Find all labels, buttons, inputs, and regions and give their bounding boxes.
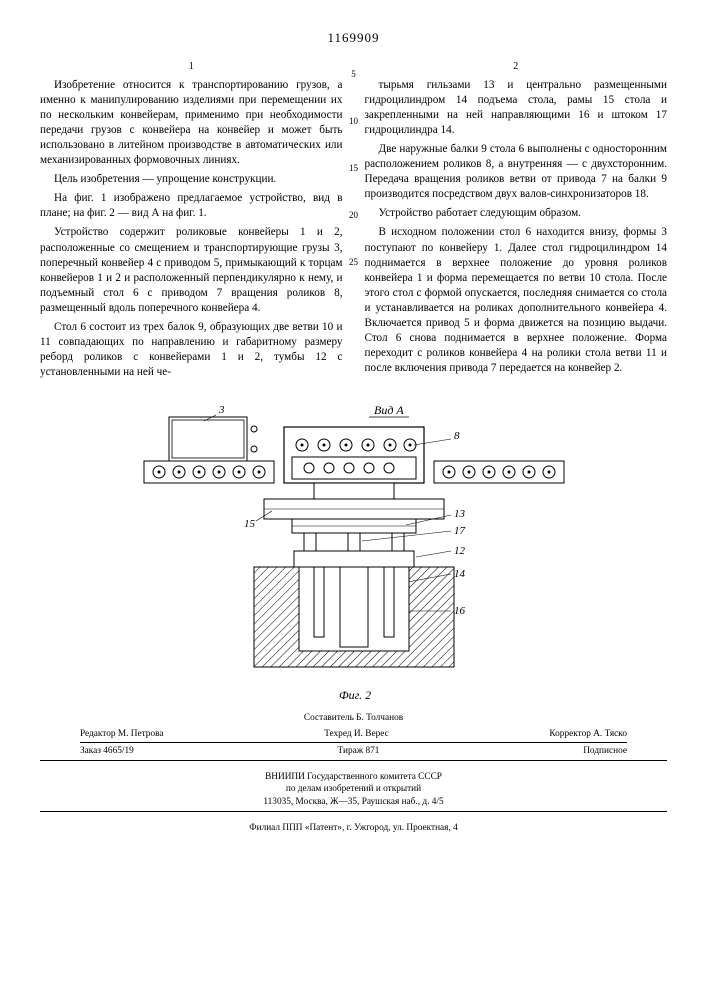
figure-caption: Фиг. 2 — [339, 688, 371, 702]
paragraph: Стол 6 состоит из трех балок 9, образующ… — [40, 320, 343, 380]
line-number-gutter: 5 10 15 20 25 — [344, 70, 364, 305]
column-mark-left: 1 — [40, 60, 343, 74]
right-column: 2 тырьмя гильзами 13 и центрально размещ… — [365, 60, 668, 385]
footer-block: Составитель Б. Толчанов Редактор М. Петр… — [40, 713, 667, 835]
patent-page: 1169909 5 10 15 20 25 1 Изобретение отно… — [0, 0, 707, 1000]
branch-footer: Филиал ППП «Патент», г. Ужгород, ул. Про… — [40, 822, 667, 835]
callout-14: 14 — [454, 568, 466, 580]
callout-17: 17 — [454, 525, 466, 537]
org-footer: ВНИИПИ Государственного комитета СССР по… — [40, 771, 667, 809]
callout-3: 3 — [218, 404, 225, 416]
paragraph: Две наружные балки 9 стола 6 выполнены с… — [365, 142, 668, 202]
callout-15: 15 — [244, 518, 256, 530]
callout-16: 16 — [454, 605, 466, 617]
callout-12: 12 — [454, 545, 466, 557]
figure-svg: Вид А 3 — [114, 399, 594, 709]
compiler-name: Б. Толчанов — [356, 713, 403, 723]
divider — [40, 760, 667, 761]
paragraph: Цель изобретения — упрощение конструкции… — [40, 172, 343, 187]
paragraph: Устройство работает следующим образом. — [365, 206, 668, 221]
figure-2: Вид А 3 — [40, 399, 667, 709]
credits-row: Редактор М. Петрова Техред И. Верес Корр… — [80, 729, 627, 743]
view-label: Вид А — [374, 403, 404, 417]
print-row: Заказ 4665/19 Тираж 871 Подписное — [80, 746, 627, 756]
paragraph: Устройство содержит роликовые конвейеры … — [40, 225, 343, 316]
divider — [40, 811, 667, 812]
paragraph: тырьмя гильзами 13 и центрально размещен… — [365, 78, 668, 138]
left-column: 1 Изобретение относится к транспортирова… — [40, 60, 343, 385]
callout-13: 13 — [454, 508, 466, 520]
column-mark-right: 2 — [365, 60, 668, 74]
callout-8: 8 — [454, 430, 460, 442]
compiler-label: Составитель — [304, 713, 354, 723]
document-number: 1169909 — [40, 30, 667, 46]
paragraph: Изобретение относится к транспортировани… — [40, 78, 343, 169]
paragraph: На фиг. 1 изображено предлагаемое устрой… — [40, 191, 343, 221]
paragraph: В исходном положении стол 6 находится вн… — [365, 225, 668, 376]
